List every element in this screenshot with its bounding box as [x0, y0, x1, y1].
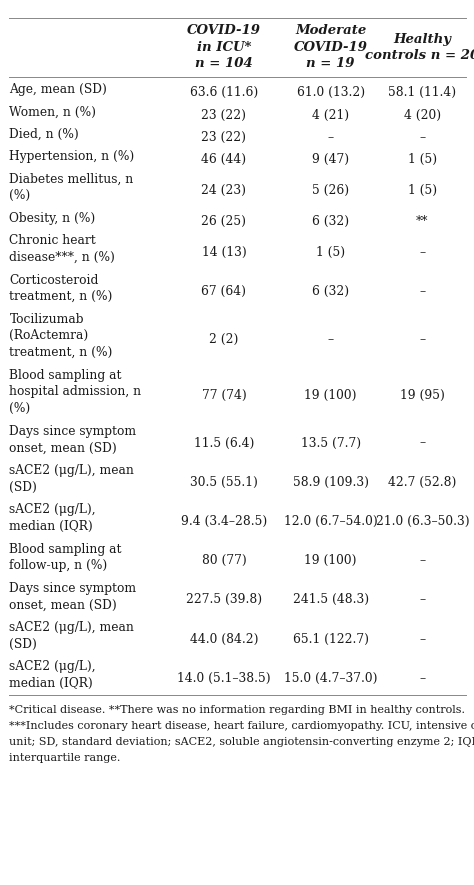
Text: 13.5 (7.7): 13.5 (7.7): [301, 436, 361, 450]
Text: Blood sampling at
hospital admission, n
(%): Blood sampling at hospital admission, n …: [9, 369, 142, 415]
Text: 9 (47): 9 (47): [312, 153, 349, 166]
Text: Diabetes mellitus, n
(%): Diabetes mellitus, n (%): [9, 173, 134, 202]
Text: 6 (32): 6 (32): [312, 285, 349, 298]
Text: sACE2 (μg/L),
median (IQR): sACE2 (μg/L), median (IQR): [9, 504, 96, 533]
Text: 9.4 (3.4–28.5): 9.4 (3.4–28.5): [181, 515, 267, 528]
Text: 58.9 (109.3): 58.9 (109.3): [292, 476, 369, 489]
Text: 44.0 (84.2): 44.0 (84.2): [190, 633, 258, 646]
Text: 65.1 (122.7): 65.1 (122.7): [292, 633, 369, 646]
Text: 6 (32): 6 (32): [312, 215, 349, 228]
Text: –: –: [419, 554, 426, 567]
Text: ***Includes coronary heart disease, heart failure, cardiomyopathy. ICU, intensiv: ***Includes coronary heart disease, hear…: [9, 721, 474, 731]
Text: Blood sampling at
follow-up, n (%): Blood sampling at follow-up, n (%): [9, 543, 122, 573]
Text: 46 (44): 46 (44): [201, 153, 246, 166]
Text: –: –: [419, 436, 426, 450]
Text: 67 (64): 67 (64): [201, 285, 246, 298]
Text: –: –: [419, 594, 426, 606]
Text: 4 (20): 4 (20): [404, 109, 441, 121]
Text: –: –: [328, 333, 334, 346]
Text: 1 (5): 1 (5): [408, 153, 437, 166]
Text: Days since symptom
onset, mean (SD): Days since symptom onset, mean (SD): [9, 425, 137, 455]
Text: –: –: [419, 285, 426, 298]
Text: 23 (22): 23 (22): [201, 109, 246, 121]
Text: Women, n (%): Women, n (%): [9, 105, 97, 119]
Text: 1 (5): 1 (5): [408, 184, 437, 197]
Text: 58.1 (11.4): 58.1 (11.4): [388, 87, 456, 99]
Text: –: –: [419, 131, 426, 144]
Text: Healthy
controls n = 20: Healthy controls n = 20: [365, 33, 474, 62]
Text: 63.6 (11.6): 63.6 (11.6): [190, 87, 258, 99]
Text: 2 (2): 2 (2): [210, 333, 238, 346]
Text: 80 (77): 80 (77): [201, 554, 246, 567]
Text: 19 (100): 19 (100): [304, 389, 357, 402]
Text: Obesity, n (%): Obesity, n (%): [9, 212, 96, 225]
Text: 77 (74): 77 (74): [201, 389, 246, 402]
Text: 241.5 (48.3): 241.5 (48.3): [292, 594, 369, 606]
Text: 61.0 (13.2): 61.0 (13.2): [297, 87, 365, 99]
Text: Hypertension, n (%): Hypertension, n (%): [9, 150, 135, 164]
Text: 42.7 (52.8): 42.7 (52.8): [388, 476, 456, 489]
Text: 15.0 (4.7–37.0): 15.0 (4.7–37.0): [284, 672, 377, 685]
Text: Died, n (%): Died, n (%): [9, 128, 79, 141]
Text: –: –: [419, 246, 426, 258]
Text: 4 (21): 4 (21): [312, 109, 349, 121]
Text: Moderate
COVID-19
n = 19: Moderate COVID-19 n = 19: [293, 24, 368, 70]
Text: *Critical disease. **There was no information regarding BMI in healthy controls.: *Critical disease. **There was no inform…: [9, 705, 465, 715]
Text: –: –: [419, 672, 426, 685]
Text: 24 (23): 24 (23): [201, 184, 246, 197]
Text: COVID-19
in ICU*
n = 104: COVID-19 in ICU* n = 104: [187, 24, 261, 70]
Text: sACE2 (μg/L), mean
(SD): sACE2 (μg/L), mean (SD): [9, 621, 134, 650]
Text: 19 (95): 19 (95): [400, 389, 445, 402]
Text: Age, mean (SD): Age, mean (SD): [9, 83, 107, 96]
Text: 19 (100): 19 (100): [304, 554, 357, 567]
Text: Tocilizumab
(RoActemra)
treatment, n (%): Tocilizumab (RoActemra) treatment, n (%): [9, 312, 113, 358]
Text: **: **: [416, 215, 428, 228]
Text: Corticosteroid
treatment, n (%): Corticosteroid treatment, n (%): [9, 273, 113, 303]
Text: 5 (26): 5 (26): [312, 184, 349, 197]
Text: –: –: [419, 633, 426, 646]
Text: –: –: [328, 131, 334, 144]
Text: 1 (5): 1 (5): [316, 246, 345, 258]
Text: Chronic heart
disease***, n (%): Chronic heart disease***, n (%): [9, 235, 115, 264]
Text: 12.0 (6.7–54.0): 12.0 (6.7–54.0): [284, 515, 377, 528]
Text: 21.0 (6.3–50.3): 21.0 (6.3–50.3): [375, 515, 469, 528]
Text: –: –: [419, 333, 426, 346]
Text: unit; SD, standard deviation; sACE2, soluble angiotensin-converting enzyme 2; IQ: unit; SD, standard deviation; sACE2, sol…: [9, 737, 474, 747]
Text: sACE2 (μg/L),
median (IQR): sACE2 (μg/L), median (IQR): [9, 660, 96, 690]
Text: 14.0 (5.1–38.5): 14.0 (5.1–38.5): [177, 672, 271, 685]
Text: sACE2 (μg/L), mean
(SD): sACE2 (μg/L), mean (SD): [9, 465, 134, 494]
Text: 26 (25): 26 (25): [201, 215, 246, 228]
Text: 30.5 (55.1): 30.5 (55.1): [190, 476, 258, 489]
Text: 14 (13): 14 (13): [201, 246, 246, 258]
Text: interquartile range.: interquartile range.: [9, 753, 121, 764]
Text: 11.5 (6.4): 11.5 (6.4): [194, 436, 254, 450]
Text: 23 (22): 23 (22): [201, 131, 246, 144]
Text: 227.5 (39.8): 227.5 (39.8): [186, 594, 262, 606]
Text: Days since symptom
onset, mean (SD): Days since symptom onset, mean (SD): [9, 582, 137, 612]
